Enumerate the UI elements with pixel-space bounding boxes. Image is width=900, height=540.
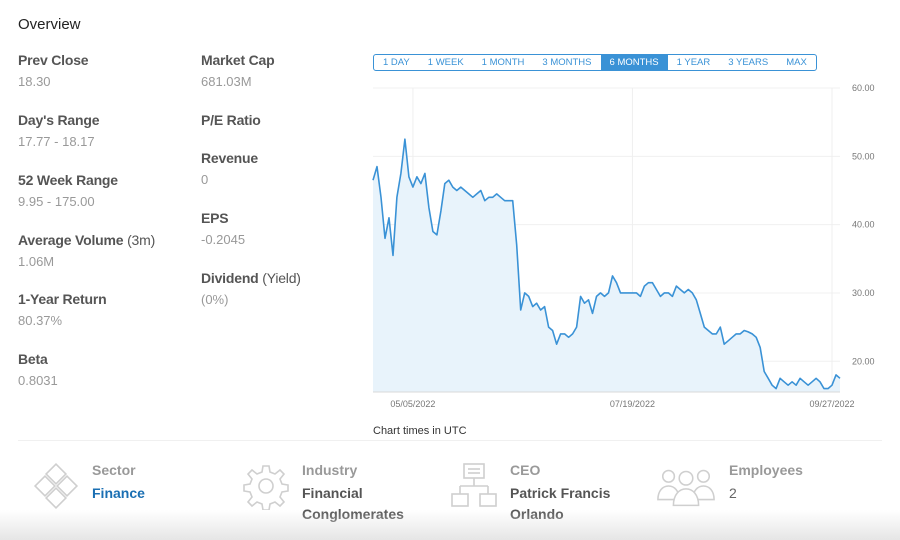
stat-value: 9.95 - 175.00 — [18, 194, 95, 209]
stat-value: (0%) — [201, 292, 229, 307]
stat-label: Revenue — [201, 150, 258, 166]
range-button-max[interactable]: MAX — [786, 57, 807, 68]
stat-52-week-range: 52 Week Range 9.95 - 175.00 — [18, 172, 118, 209]
stat-value: 18.30 — [18, 74, 51, 89]
industry-value-line1: Financial — [302, 485, 363, 501]
overview-title: Overview — [18, 16, 81, 33]
info-label: CEO — [510, 462, 541, 478]
stat-days-range: Day's Range 17.77 - 18.17 — [18, 112, 99, 149]
info-sector: Sector Finance — [32, 462, 145, 510]
stat-pe-ratio: P/E Ratio — [201, 112, 261, 134]
stat-label-main: Average Volume — [18, 232, 124, 248]
y-tick-label: 40.00 — [852, 220, 875, 230]
stat-label: Dividend (Yield) — [201, 270, 301, 286]
info-label: Employees — [729, 462, 803, 478]
stat-label: Prev Close — [18, 52, 89, 68]
range-button-1-month[interactable]: 1 MONTH — [481, 57, 525, 68]
y-tick-label: 20.00 — [852, 356, 875, 366]
info-label: Sector — [92, 462, 136, 478]
price-area — [373, 139, 840, 392]
y-tick-label: 50.00 — [852, 151, 875, 161]
stat-prev-close: Prev Close 18.30 — [18, 52, 89, 89]
stat-label: Market Cap — [201, 52, 275, 68]
range-button-3-years[interactable]: 3 YEARS — [728, 57, 769, 68]
stat-label: EPS — [201, 210, 229, 226]
bottom-fade — [0, 510, 900, 540]
info-label: Industry — [302, 462, 358, 478]
stat-value: 1.06M — [18, 254, 55, 269]
range-button-6-months[interactable]: 6 MONTHS — [600, 55, 668, 70]
range-button-3-months[interactable]: 3 MONTHS — [542, 57, 592, 68]
y-tick-label: 30.00 — [852, 288, 875, 298]
price-chart: 60.00 50.00 40.00 30.00 20.00 05/05/2022 07/19… — [372, 83, 875, 409]
stat-value: 0 — [201, 172, 209, 187]
stat-label: 1-Year Return — [18, 291, 107, 307]
info-value: 2 — [729, 485, 737, 501]
range-button-1-year[interactable]: 1 YEAR — [676, 57, 711, 68]
y-tick-label: 60.00 — [852, 83, 875, 93]
gear-icon — [243, 465, 289, 510]
stat-dividend: Dividend (Yield) (0%) — [201, 270, 301, 307]
x-tick-label: 07/19/2022 — [610, 399, 655, 409]
stat-value: 0.8031 — [18, 373, 58, 388]
org-chart-icon — [451, 463, 497, 507]
time-range-selector: 1 DAY 1 WEEK 1 MONTH 3 MONTHS 6 MONTHS 1 YEAR… — [373, 54, 817, 71]
stat-average-volume: Average Volume (3m) 1.06M — [18, 232, 155, 269]
people-icon — [657, 469, 715, 507]
stat-label: Beta — [18, 351, 48, 367]
stat-market-cap: Market Cap 681.03M — [201, 52, 275, 89]
stat-label: 52 Week Range — [18, 172, 118, 188]
stat-1-year-return: 1-Year Return 80.37% — [18, 291, 107, 328]
stat-eps: EPS -0.2045 — [201, 210, 245, 247]
stat-label-main: Dividend — [201, 270, 259, 286]
stat-value: 681.03M — [201, 74, 252, 89]
stat-value: 80.37% — [18, 313, 63, 328]
x-tick-label: 09/27/2022 — [809, 399, 854, 409]
sector-link[interactable]: Finance — [92, 485, 145, 501]
range-button-1-week[interactable]: 1 WEEK — [427, 57, 464, 68]
x-tick-label: 05/05/2022 — [390, 399, 435, 409]
stat-label-suffix: (3m) — [127, 232, 156, 248]
stat-value: -0.2045 — [201, 232, 246, 247]
sector-icon — [33, 462, 79, 510]
divider — [18, 440, 882, 441]
price-line — [372, 138, 841, 390]
stat-label: Day's Range — [18, 112, 100, 128]
stat-revenue: Revenue 0 — [201, 150, 258, 187]
stat-label: Average Volume (3m) — [18, 232, 155, 248]
stat-label-suffix: (Yield) — [262, 270, 301, 286]
stat-label: P/E Ratio — [201, 112, 261, 128]
stat-value: 17.77 - 18.17 — [18, 134, 95, 149]
stat-beta: Beta 0.8031 — [18, 351, 58, 388]
chart-timezone-note: Chart times in UTC — [373, 425, 467, 437]
info-employees: Employees 2 — [655, 462, 803, 510]
range-button-1-day[interactable]: 1 DAY — [383, 57, 410, 68]
ceo-value-line1: Patrick Francis — [510, 485, 611, 501]
